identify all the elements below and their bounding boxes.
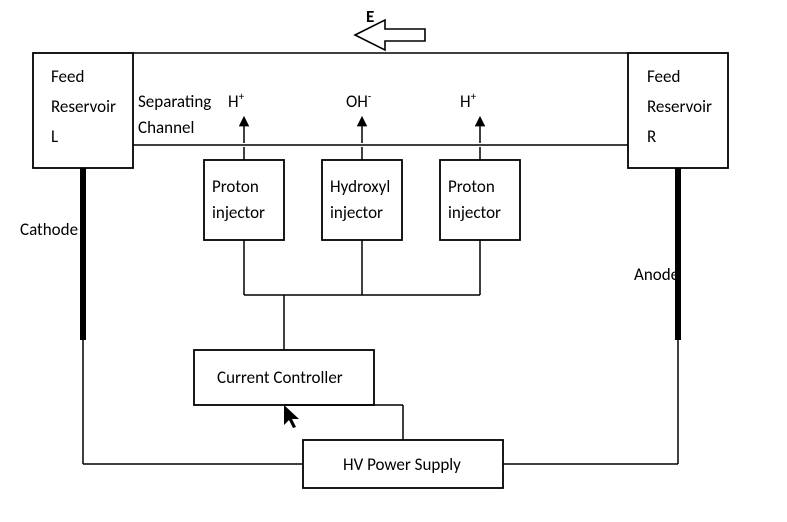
feed-l-line2: Reservoir: [51, 96, 116, 117]
anode-label: Anode: [634, 264, 679, 285]
inj2-line2: injector: [330, 202, 383, 223]
sep-channel-line1: Separating: [138, 91, 211, 112]
inj3-line2: injector: [448, 202, 501, 223]
inj1-line1: Proton: [212, 176, 259, 197]
inj2-line1: Hydroxyl: [330, 176, 390, 197]
inj1-line2: injector: [212, 202, 265, 223]
sep-channel-line2: Channel: [138, 117, 194, 138]
ion-h1: H+: [228, 90, 245, 112]
cursor-icon: [284, 405, 299, 428]
ion-h2: H+: [460, 90, 477, 112]
inj3-line1: Proton: [448, 176, 495, 197]
feed-r-line1: Feed: [647, 66, 680, 87]
proton-injector-2-box: [440, 160, 520, 240]
feed-r-line2: Reservoir: [647, 96, 712, 117]
current-controller-label: Current Controller: [217, 367, 343, 388]
hv-power-supply-label: HV Power Supply: [343, 454, 461, 475]
hydroxyl-injector-box: [322, 160, 402, 240]
cathode-label: Cathode: [20, 219, 78, 240]
ion-oh: OH-: [346, 90, 371, 112]
feed-l-line3: L: [51, 126, 58, 147]
feed-r-line3: R: [647, 126, 656, 147]
feed-l-line1: Feed: [51, 66, 84, 87]
proton-injector-1-box: [204, 160, 284, 240]
field-label: E: [366, 6, 374, 27]
